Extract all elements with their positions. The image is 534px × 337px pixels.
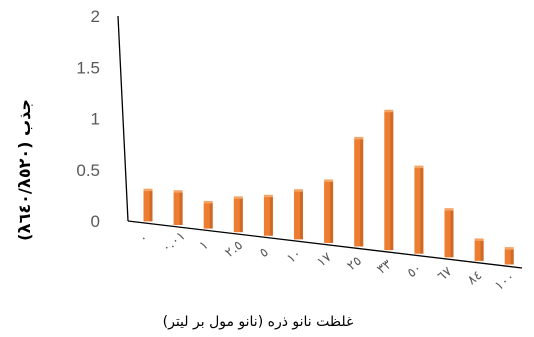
bar bbox=[263, 196, 273, 236]
chart-axes bbox=[117, 15, 523, 269]
bar-top bbox=[474, 238, 484, 241]
bar bbox=[294, 191, 303, 240]
x-tick-label: ١٠ bbox=[284, 246, 304, 266]
y-axis-line bbox=[117, 15, 129, 222]
bar-side bbox=[450, 210, 454, 258]
y-tick-label: 1 bbox=[91, 110, 100, 129]
bar bbox=[203, 202, 213, 229]
bar bbox=[143, 190, 153, 222]
x-tick-label: ٥ bbox=[257, 245, 272, 261]
bar-side bbox=[209, 202, 213, 229]
bar-top bbox=[504, 247, 514, 250]
bar-top bbox=[143, 188, 153, 192]
bar-side bbox=[390, 111, 394, 251]
bar bbox=[444, 210, 454, 258]
bar-side bbox=[300, 191, 303, 240]
x-tick-label: ٨٤ bbox=[465, 268, 485, 288]
y-tick-label: 2 bbox=[91, 7, 100, 26]
bar-top bbox=[233, 196, 243, 199]
chart-bars bbox=[143, 109, 514, 265]
x-tick-label: ٢.٥ bbox=[222, 238, 246, 261]
x-tick-label: ٢٥ bbox=[344, 254, 364, 274]
bar-side bbox=[269, 196, 273, 236]
bar-top bbox=[294, 189, 303, 192]
x-tick-label: ٠.٠١ bbox=[159, 229, 188, 256]
x-tick-label: ١ bbox=[197, 238, 212, 254]
bar bbox=[414, 167, 424, 254]
x-tick-label: ١٠٠ bbox=[492, 269, 518, 294]
x-axis-line bbox=[127, 220, 523, 269]
y-axis-label: جذب (λ٥٢٠/λ٦٤٠) bbox=[15, 99, 34, 241]
bar-top bbox=[414, 165, 424, 169]
bar-side bbox=[420, 167, 424, 254]
bar-top bbox=[384, 109, 394, 113]
bar-top bbox=[324, 179, 334, 182]
bar-top bbox=[444, 208, 454, 211]
bar-top bbox=[354, 136, 364, 140]
x-tick-label: ٦٧ bbox=[435, 264, 455, 284]
y-tick-label: 0 bbox=[91, 212, 100, 231]
x-axis-label: غلظت نانو ذره (نانو مول بر لیتر) bbox=[163, 314, 354, 330]
x-tick-label: ٥٠ bbox=[405, 261, 425, 281]
y-tick-label: 1.5 bbox=[76, 58, 100, 77]
x-tick-label: ٣٣ bbox=[375, 257, 395, 277]
bar bbox=[504, 249, 514, 265]
bar-top bbox=[263, 194, 273, 198]
bar-top bbox=[203, 200, 213, 204]
bar-side bbox=[239, 198, 243, 233]
y-tick-labels: 0 0.5 1 1.5 2 bbox=[76, 7, 100, 231]
y-tick-label: 0.5 bbox=[76, 161, 100, 180]
bar bbox=[233, 198, 243, 233]
bar-side bbox=[179, 192, 183, 225]
x-tick-label: ١٧ bbox=[314, 250, 334, 270]
bar bbox=[173, 192, 183, 225]
bar-side bbox=[510, 249, 514, 265]
bar-top bbox=[173, 190, 183, 193]
bar bbox=[474, 240, 484, 261]
bar-side bbox=[480, 240, 484, 261]
x-tick-label: ٠ bbox=[136, 231, 151, 247]
bar-side bbox=[330, 181, 334, 243]
bar bbox=[324, 181, 334, 243]
bar bbox=[354, 138, 364, 247]
bar-side bbox=[149, 190, 153, 222]
bar-side bbox=[360, 138, 364, 247]
bar bbox=[384, 111, 394, 251]
